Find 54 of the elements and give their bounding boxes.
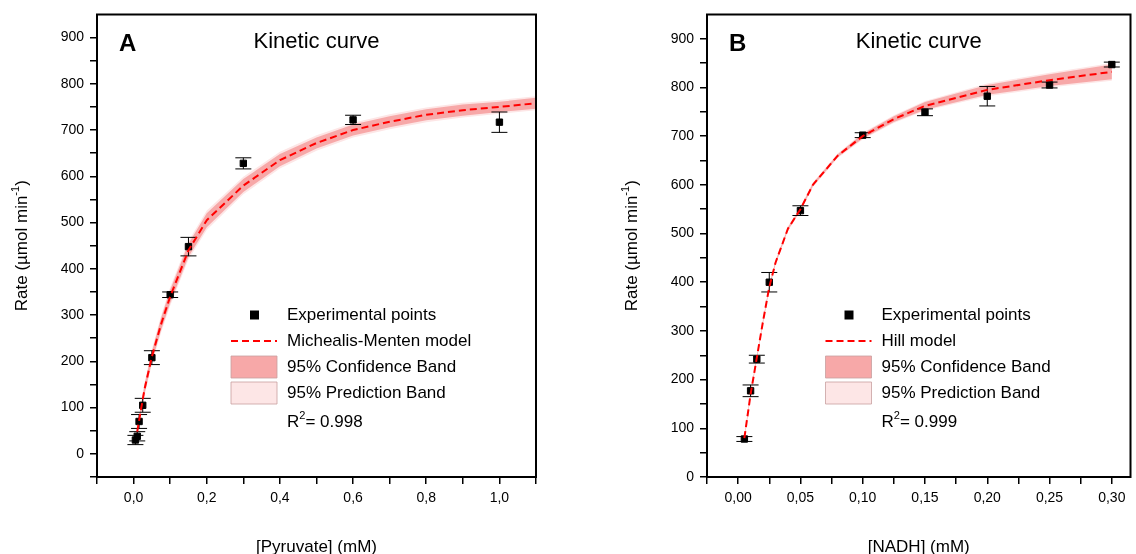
y-axis-title: Rate (µmol min-1) xyxy=(619,180,641,312)
y-tick-label: 500 xyxy=(60,213,85,230)
y-tick-label: 600 xyxy=(670,175,695,192)
point xyxy=(1108,60,1116,69)
point xyxy=(495,118,504,126)
y-tick-label: 100 xyxy=(670,419,695,436)
annotation: A xyxy=(119,29,137,57)
x-tick-label: 0,8 xyxy=(416,489,437,506)
legend-label: 95% Prediction Band xyxy=(881,382,1041,402)
y-tick-label: 400 xyxy=(670,273,695,290)
y-tick-label: 100 xyxy=(60,398,85,415)
y-tick-label: 300 xyxy=(60,305,85,322)
legend-label: Experimental points xyxy=(287,304,437,324)
y-tick-label: 700 xyxy=(60,120,85,137)
x-tick-label: 0,4 xyxy=(270,489,290,506)
legend-label: Hill model xyxy=(881,330,957,350)
point xyxy=(921,108,929,116)
y-tick-label: 700 xyxy=(670,127,695,143)
point xyxy=(349,116,357,124)
text: Kinetic curve xyxy=(253,28,380,54)
x-tick-label: 0,00 xyxy=(724,489,752,506)
x-tick-label: 0,2 xyxy=(197,489,217,506)
annotation: B xyxy=(729,29,747,57)
x-tick-label: 0,0 xyxy=(123,489,144,506)
y-tick-label: 600 xyxy=(60,167,85,184)
point xyxy=(133,432,141,440)
x-tick-label: 0,10 xyxy=(849,489,877,506)
x-tick-label: 0,20 xyxy=(973,489,1002,506)
y-axis-title: Rate (µmol min-1) xyxy=(9,180,31,312)
y-tick-label: 900 xyxy=(60,28,85,45)
y-tick-label: 400 xyxy=(60,259,85,276)
y-tick-label: 0 xyxy=(76,444,85,461)
x-tick-label: 0,05 xyxy=(786,489,815,506)
y-tick-label: 800 xyxy=(670,78,695,95)
legend-label: Experimental points xyxy=(881,304,1031,324)
y-tick-label: 900 xyxy=(670,29,695,46)
text: Kinetic curve xyxy=(855,28,982,54)
legend-label: Michealis-Menten model xyxy=(287,330,472,350)
x-tick-label: 0,25 xyxy=(1035,489,1064,506)
legend-label: 95% Confidence Band xyxy=(287,356,457,376)
point xyxy=(740,435,749,443)
legend-label: 95% Confidence Band xyxy=(881,356,1051,376)
point xyxy=(1045,81,1054,89)
legend-label: 95% Prediction Band xyxy=(287,382,446,402)
y-tick-label: 200 xyxy=(60,352,85,369)
y-tick-label: 200 xyxy=(670,370,695,387)
y-tick-label: 0 xyxy=(686,467,695,484)
x-tick-label: 0,6 xyxy=(343,489,364,506)
x-tick-label: 0,30 xyxy=(1098,489,1126,506)
x-tick-label: 0,15 xyxy=(911,489,939,506)
x-tick-label: 1,0 xyxy=(489,489,510,506)
y-tick-label: 800 xyxy=(60,74,85,91)
y-tick-label: 500 xyxy=(670,224,695,241)
y-tick-label: 300 xyxy=(670,321,695,338)
